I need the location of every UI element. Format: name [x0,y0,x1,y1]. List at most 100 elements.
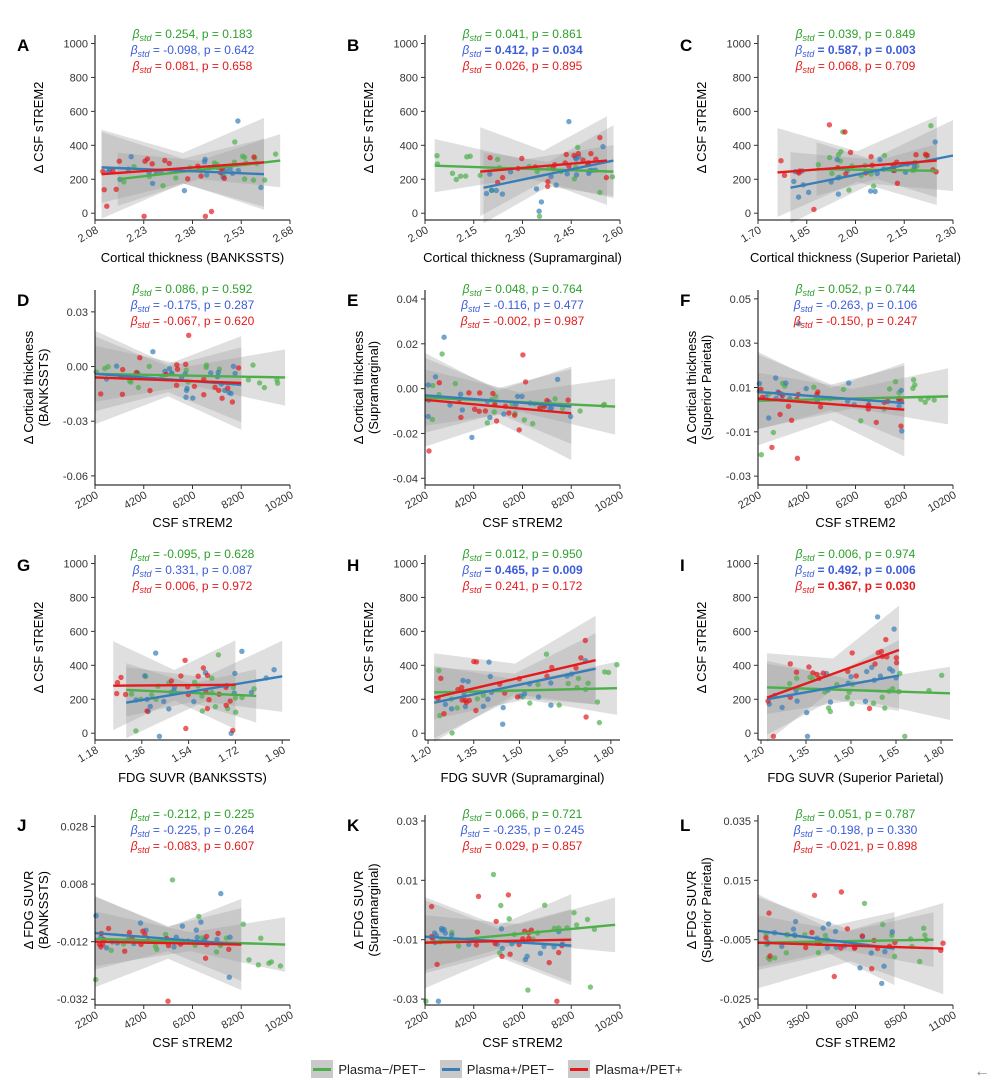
y-tick-label: 400 [733,660,751,672]
data-point-red [426,448,432,454]
data-point-green [457,173,464,179]
data-point-red [428,903,435,910]
data-point-red [842,129,848,135]
data-point-blue [487,414,493,421]
data-point-red [476,408,482,414]
data-point-green [530,421,536,427]
data-point-red [118,674,124,681]
data-point-green [430,382,436,389]
data-point-green [108,947,114,953]
data-point-blue [548,680,554,686]
y-tick-label: 200 [400,694,418,706]
data-point-blue [500,721,506,727]
y-tick-label: 0 [745,208,751,220]
data-point-green [596,719,603,726]
data-point-blue [533,186,540,192]
data-point-red [477,390,483,396]
data-point-red [215,930,221,936]
y-tick-label: -0.03 [63,416,88,428]
data-point-green [931,397,937,403]
data-point-blue [499,945,505,952]
data-point-blue [227,934,233,940]
x-tick-label: 8200 [550,489,577,512]
data-point-blue [536,208,542,214]
x-tick-label: 1.36 [123,744,148,765]
data-point-green [266,960,272,966]
data-point-red [473,942,480,948]
data-point-green [910,377,917,383]
data-point-red [229,399,236,405]
data-point-red [777,411,783,418]
data-point-red [212,384,218,390]
data-point-green [858,418,864,424]
data-point-blue [524,953,530,959]
data-point-red [583,714,589,720]
y-tick-label: 200 [400,174,418,186]
data-point-green [577,408,583,414]
y-axis-label: (Superior Parietal) [699,857,714,963]
data-point-red [195,673,201,679]
regression-line-red [757,941,944,950]
stat-annotation: βstd = 0.412, p = 0.034 [461,43,583,59]
y-axis-label: Δ CSF sTREM2 [694,82,709,174]
data-point-red [191,383,198,390]
data-point-blue [882,949,888,955]
data-point-red [166,160,172,167]
back-arrow-icon[interactable]: ← [974,1063,990,1080]
y-tick-label: 0.035 [723,816,751,828]
data-point-green [838,148,844,155]
y-axis-label: Δ Cortical thickness [684,330,699,444]
stat-annotation: βstd = -0.095, p = 0.628 [130,547,255,563]
y-tick-label: 600 [70,626,88,638]
data-point-red [546,959,552,966]
data-point-green [880,921,886,928]
data-point-green [827,708,833,715]
data-point-red [505,892,512,898]
data-point-red [202,955,209,961]
data-point-red [556,949,562,956]
y-axis-label: Δ CSF sTREM2 [361,82,376,174]
data-point-blue [150,349,156,355]
x-tick-label: 8200 [220,1009,247,1032]
data-point-red [186,332,192,338]
data-point-green [826,154,833,161]
panel-label: C [680,36,692,55]
data-point-blue [889,929,895,935]
data-point-red [140,928,146,934]
data-point-red [894,180,901,186]
data-point-green [506,916,512,922]
y-tick-label: 1000 [64,558,88,570]
data-point-red [767,953,773,959]
x-tick-label: 1.20 [742,744,767,765]
data-point-green [128,691,135,697]
panel-label: F [680,291,690,310]
data-point-blue [806,189,812,195]
x-tick-label: 2200 [403,489,430,512]
x-axis-label: CSF sTREM2 [815,1035,895,1050]
data-point-red [493,918,499,925]
data-point-red [514,694,521,700]
data-point-red [113,186,119,192]
data-point-red [811,206,817,213]
y-tick-label: 200 [70,694,88,706]
stat-annotation: βstd = 0.254, p = 0.183 [132,27,253,43]
data-point-green [480,692,487,698]
y-axis-label: (BANKSSTS) [36,871,51,949]
data-point-red [174,362,180,368]
stat-annotation: βstd = 0.066, p = 0.721 [462,807,583,823]
stat-annotation: βstd = 0.587, p = 0.003 [794,43,916,59]
data-point-green [102,365,108,372]
y-tick-label: 600 [400,626,418,638]
data-point-green [436,667,442,674]
data-point-green [921,925,927,931]
y-tick-label: -0.03 [393,994,418,1006]
data-point-red [482,408,489,414]
data-point-blue [889,668,896,674]
data-point-green [437,712,443,719]
data-point-green [794,675,800,681]
regression-line-red [424,398,572,415]
data-point-blue [514,393,521,400]
data-point-blue [248,689,255,696]
y-axis-label: Δ FDG SUVR [351,871,366,950]
data-point-blue [791,178,797,185]
